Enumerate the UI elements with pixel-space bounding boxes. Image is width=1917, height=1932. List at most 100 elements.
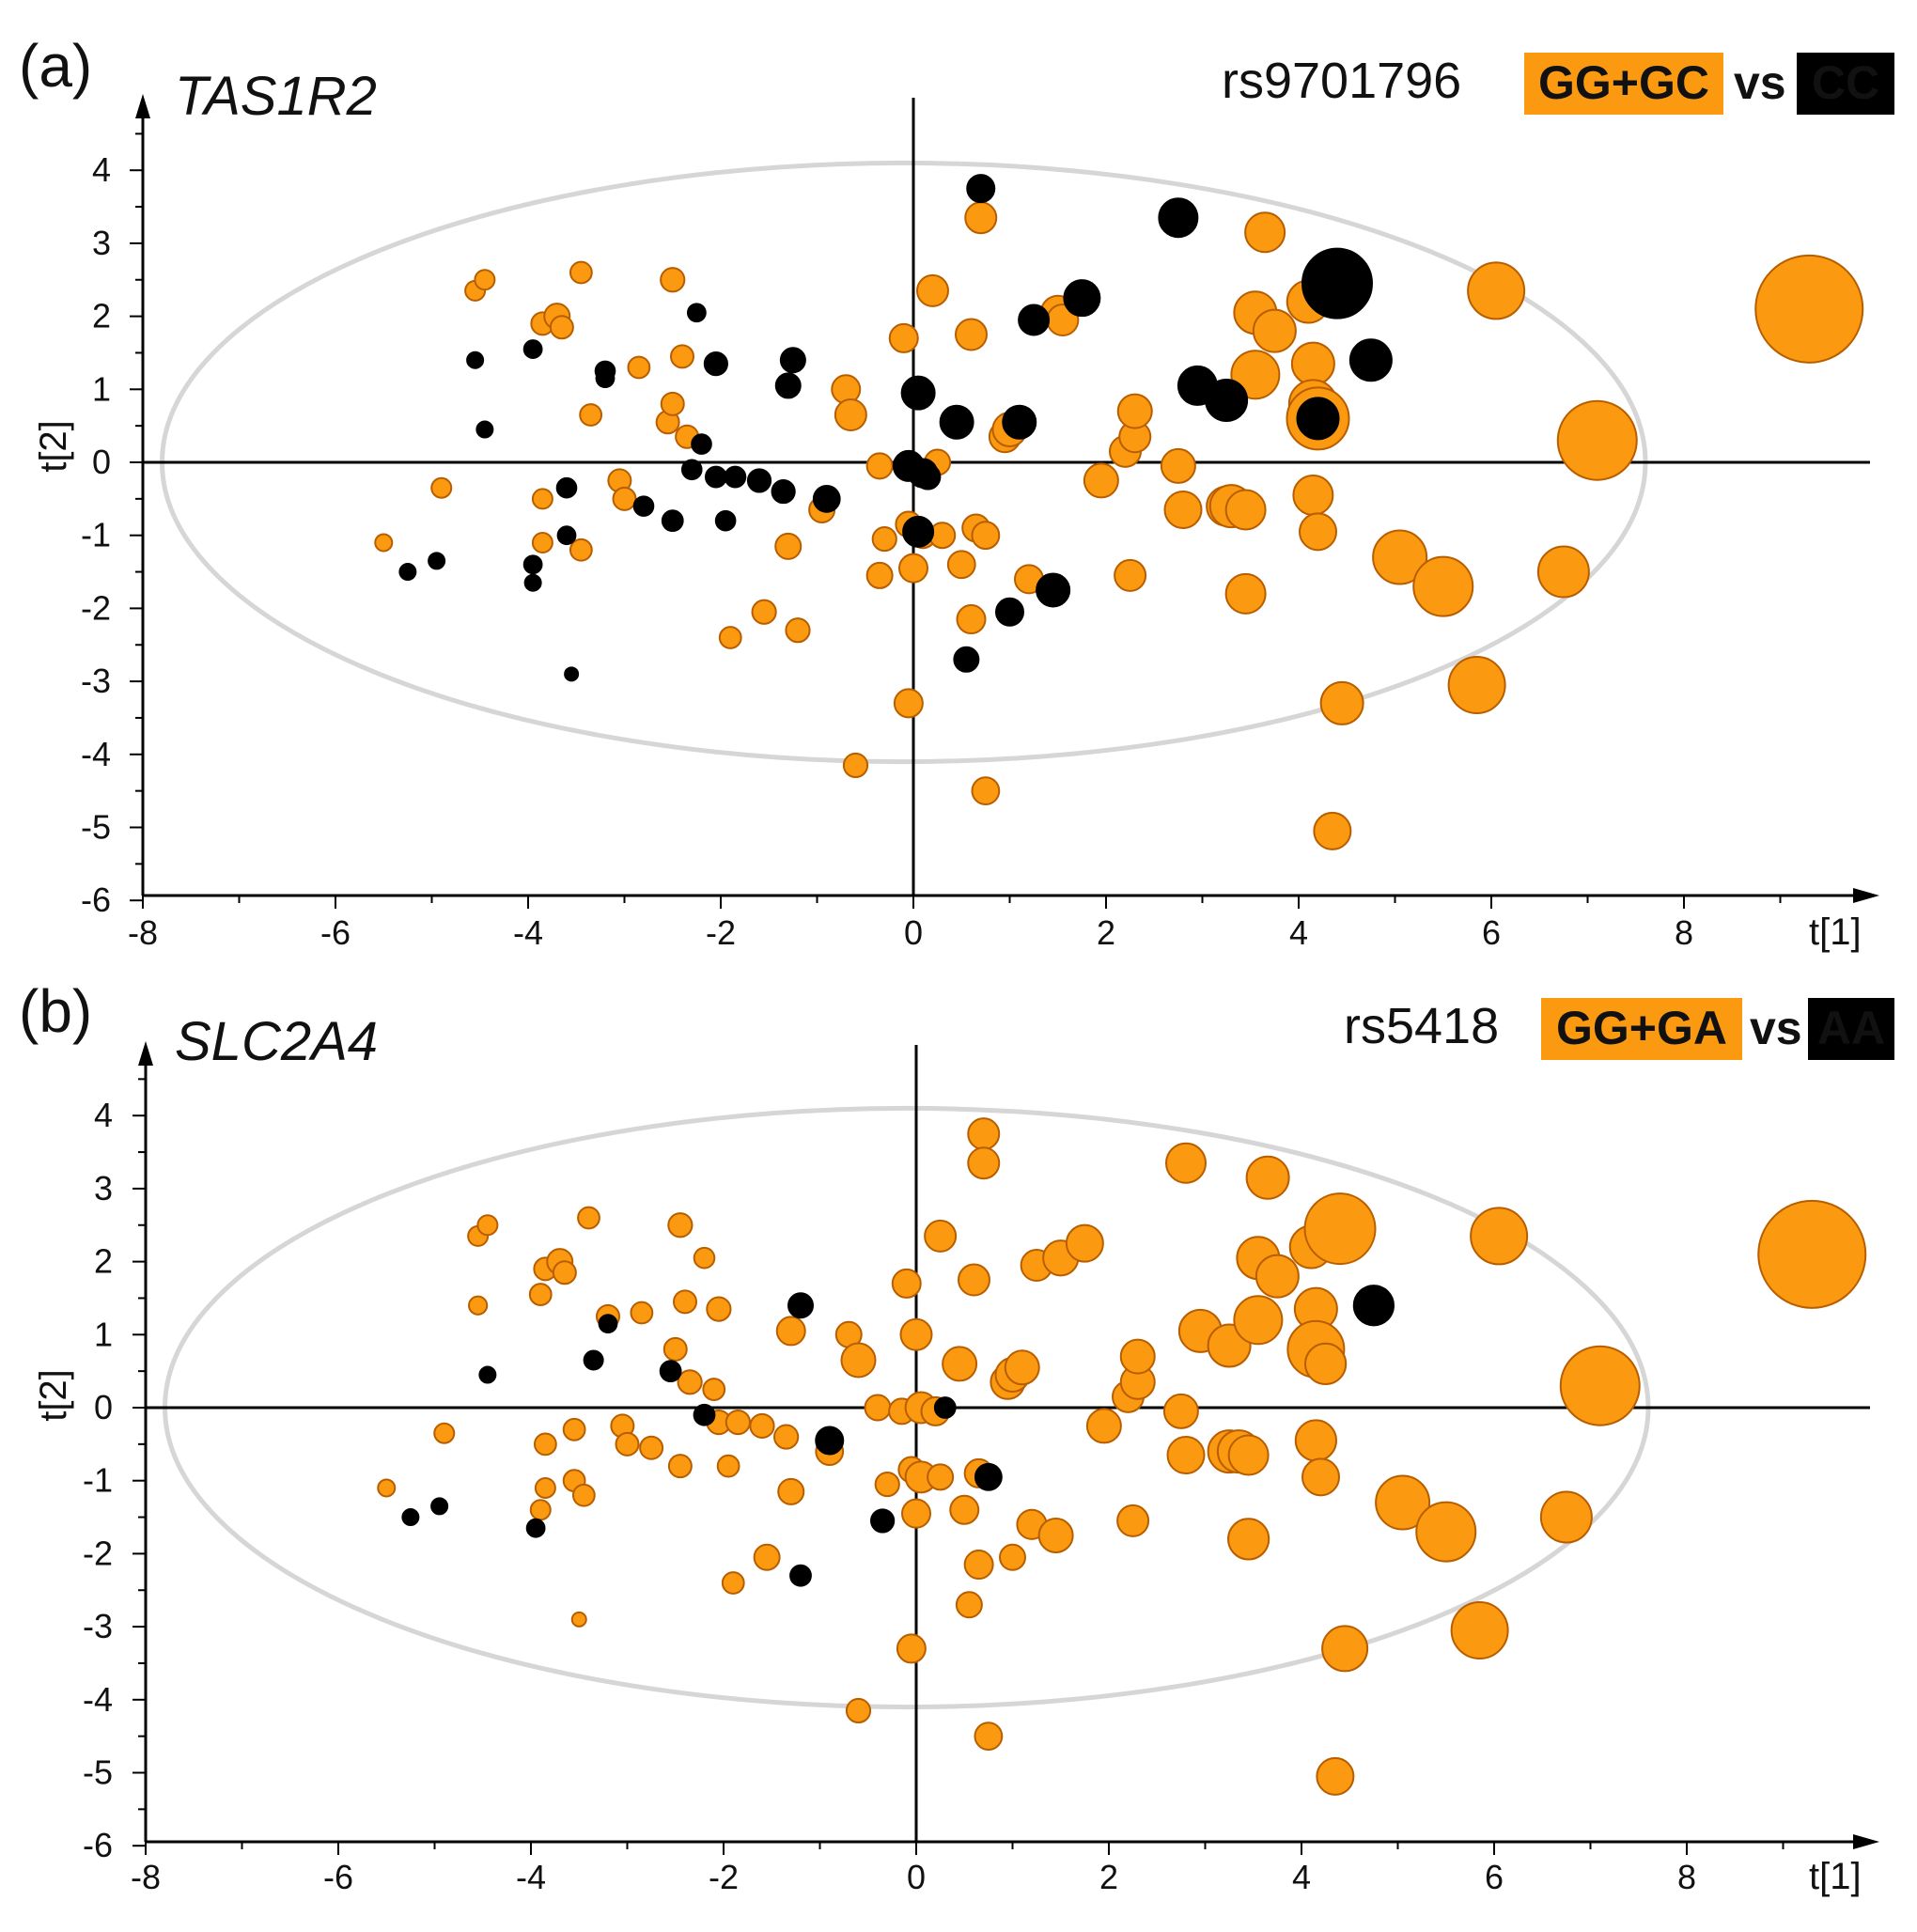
panel-b-point-carrier xyxy=(433,1422,456,1444)
panel-b-point-carrier xyxy=(529,1499,552,1521)
panel-a-point-homozygous xyxy=(914,463,942,491)
panel-a-x-tick-label: 4 xyxy=(1289,913,1308,952)
panel-b-point-carrier xyxy=(673,1289,697,1315)
panel-a-point-homozygous xyxy=(1018,304,1051,336)
panel-a-y-tick-label: 4 xyxy=(92,150,111,189)
panel-b-ylabel: t[2] xyxy=(33,1369,74,1422)
panel-b-point-carrier xyxy=(1321,1625,1369,1673)
panel-b-y-tick-label: -2 xyxy=(83,1534,113,1572)
panel-a-point-homozygous xyxy=(812,484,841,513)
panel-a-legend-vs: vs xyxy=(1734,56,1786,109)
panel-b-point-carrier xyxy=(1304,1342,1348,1385)
panel-a-point-homozygous xyxy=(900,375,936,411)
panel-a-series-carrier xyxy=(374,201,1864,850)
panel-b-point-homozygous xyxy=(583,1349,604,1371)
panel-a-point-homozygous xyxy=(595,368,616,389)
panel-b-point-carrier xyxy=(562,1417,586,1441)
panel-b-point-carrier xyxy=(753,1543,781,1571)
panel-b-point-carrier xyxy=(927,1463,955,1491)
panel-a-point-carrier xyxy=(531,531,553,553)
panel-b-point-carrier xyxy=(577,1206,600,1230)
panel-a-point-homozygous xyxy=(661,509,684,533)
panel-b-x-tick-label: -6 xyxy=(323,1858,353,1896)
panel-b-point-carrier xyxy=(615,1431,640,1457)
panel-b-point-carrier xyxy=(1245,1155,1290,1200)
panel-a-point-homozygous xyxy=(1296,397,1340,441)
panel-b-legend-homozygous-label: AA xyxy=(1817,1002,1885,1054)
panel-b-point-carrier xyxy=(1559,1345,1641,1426)
panel-a-point-carrier xyxy=(865,452,894,480)
panel-b-y-tick-label: 0 xyxy=(94,1388,113,1426)
panel-b-y-tick-label: 2 xyxy=(94,1242,113,1281)
panel-a-y-tick-label: -4 xyxy=(81,735,111,773)
panel-a-point-homozygous xyxy=(902,515,935,548)
panel-a-x-tick-label: 2 xyxy=(1097,913,1115,952)
panel-a-point-homozygous xyxy=(774,372,802,399)
panel-b-point-carrier xyxy=(1301,1457,1340,1497)
panel-a: (a) TAS1R2 rs9701796 GG+GC vs CC -8 -6 -4-… xyxy=(19,32,1894,953)
panel-b-x-tick-label: 2 xyxy=(1099,1858,1118,1896)
panel-a-point-carrier xyxy=(579,403,603,427)
panel-b-point-carrier xyxy=(1233,1295,1284,1346)
panel-a-point-homozygous xyxy=(704,465,727,489)
panel-a-point-carrier xyxy=(612,486,637,511)
panel-a-point-carrier xyxy=(374,533,394,553)
panel-a-y-tick-label: 1 xyxy=(92,369,111,408)
panel-b-point-carrier xyxy=(1470,1207,1529,1266)
panel-a-point-homozygous xyxy=(691,433,712,455)
panel-a-x-tick-label: -8 xyxy=(128,913,158,952)
panel-b-point-carrier xyxy=(534,1476,556,1499)
panel-b-point-carrier xyxy=(967,1117,1001,1151)
panel-a-point-carrier xyxy=(971,521,1001,551)
panel-b-point-homozygous xyxy=(693,1403,716,1426)
panel-b-point-homozygous xyxy=(974,1462,1003,1491)
panel-a-plot-area: -8 -6 -4 -2 0 2 4 6 8 -6 -5 -4 -3 -2 -1 0 1 2 3 4 xyxy=(81,94,1879,952)
panel-b-point-carrier xyxy=(570,1611,587,1628)
panel-a-point-carrier xyxy=(1224,489,1267,531)
panel-a-point-carrier xyxy=(1230,350,1281,400)
panel-b-point-carrier xyxy=(1375,1474,1431,1531)
panel-b-point-homozygous xyxy=(787,1292,814,1319)
panel-b-point-carrier xyxy=(1166,1436,1206,1475)
panel-b-point-carrier xyxy=(1085,1408,1122,1444)
panel-b-point-carrier xyxy=(864,1394,892,1422)
panel-a-point-carrier xyxy=(549,315,574,340)
panel-a-y-tick-label: -3 xyxy=(81,662,111,700)
panel-b-point-carrier xyxy=(924,1219,958,1253)
panel-b-y-tick-label: 1 xyxy=(94,1315,113,1353)
panel-b-point-carrier xyxy=(630,1301,654,1325)
panel-b-point-carrier xyxy=(955,1591,983,1619)
panel-b-legend-carrier-label: GG+GA xyxy=(1556,1002,1727,1054)
panel-a-point-homozygous xyxy=(703,351,728,377)
panel-a-point-carrier xyxy=(964,201,998,235)
panel-b-point-carrier xyxy=(974,1722,1004,1752)
panel-b-point-carrier xyxy=(899,1317,933,1351)
panel-a-point-carrier xyxy=(1299,512,1337,552)
panel-a-point-carrier xyxy=(627,355,651,380)
panel-b-point-homozygous xyxy=(659,1360,682,1383)
panel-a-point-carrier xyxy=(865,561,894,589)
panel-a-point-carrier xyxy=(1467,261,1526,320)
panel-a-point-carrier xyxy=(956,604,987,635)
panel-a-point-carrier xyxy=(474,269,496,291)
panel-a-x-tick-label: 0 xyxy=(904,913,923,952)
panel-b-y-tick-label: 4 xyxy=(94,1096,113,1134)
panel-b-x-tick-label: 6 xyxy=(1485,1858,1504,1896)
panel-a-y-tick-label: 2 xyxy=(92,297,111,335)
panel-a-series-homozygous xyxy=(398,174,1393,682)
panel-a-point-carrier xyxy=(718,626,742,649)
panel-a-gene-title: TAS1R2 xyxy=(175,66,377,127)
panel-a-point-homozygous xyxy=(746,468,772,493)
panel-a-snp-label: rs9701796 xyxy=(1222,53,1461,109)
panel-a-point-carrier xyxy=(946,550,976,580)
panel-b-point-carrier xyxy=(1116,1504,1150,1537)
panel-b-point-carrier xyxy=(1316,1756,1355,1796)
panel-a-legend-homozygous-swatch xyxy=(1797,53,1894,115)
panel-a-point-carrier xyxy=(888,322,919,353)
panel-a-y-axis-arrow xyxy=(135,94,150,118)
panel-a-point-homozygous xyxy=(475,420,494,439)
panel-b-x-axis-arrow xyxy=(1853,1834,1879,1849)
panel-b: (b) SLC2A4 rs5418 GG+GA vs AA -8 -6 -4 -2 0 2… xyxy=(19,977,1894,1897)
panel-b-point-carrier xyxy=(667,1454,693,1479)
panel-b-point-carrier xyxy=(725,1409,751,1436)
